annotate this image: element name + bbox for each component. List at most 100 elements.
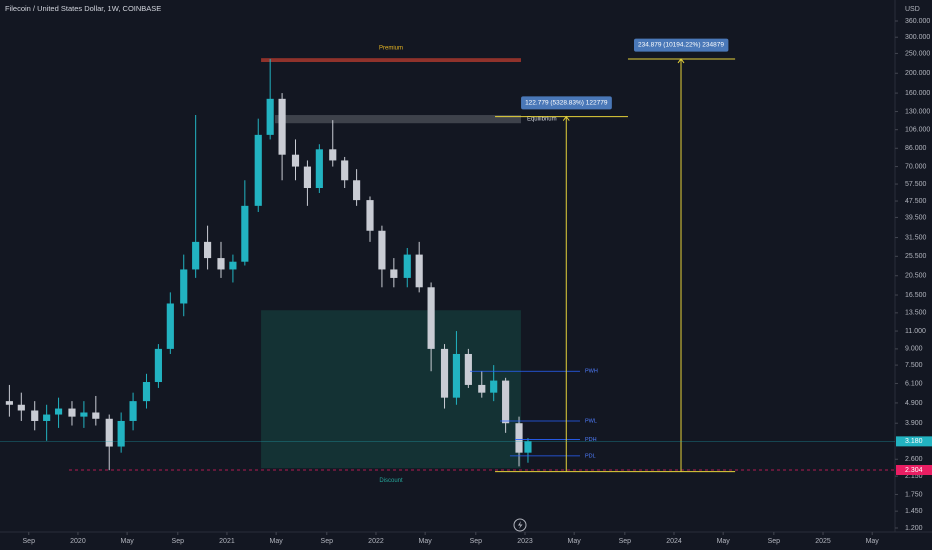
y-tick-label: 57.500 <box>905 181 927 188</box>
candle-body <box>241 205 249 262</box>
candle-body <box>502 380 510 424</box>
zone <box>261 58 521 63</box>
x-tick-label: Sep <box>23 538 36 545</box>
x-tick-label: 2025 <box>815 538 831 545</box>
target-arrow-head <box>677 58 685 64</box>
y-axis-label: USD <box>905 6 920 13</box>
candle-body <box>204 241 212 259</box>
y-tick-label: 106.000 <box>905 127 930 134</box>
candle-body <box>403 254 411 278</box>
candle-body <box>129 401 137 421</box>
candle-body <box>329 149 337 161</box>
candle-body <box>353 180 361 201</box>
y-tick-label: 7.500 <box>905 362 923 369</box>
candle-body <box>5 401 13 405</box>
candle-body <box>80 412 88 417</box>
candle-body <box>254 134 262 206</box>
candle-body <box>154 348 162 383</box>
candle-body <box>54 408 63 415</box>
y-tick-label: 3.900 <box>905 420 923 427</box>
y-tick-label: 16.500 <box>905 292 927 299</box>
y-tick-label: 6.100 <box>905 380 923 387</box>
zone-label: Discount <box>379 478 403 484</box>
candle-body <box>117 420 125 447</box>
level-label: PWL <box>585 418 597 424</box>
zone <box>261 310 521 469</box>
candle-body <box>390 269 398 278</box>
y-tick-label: 360.000 <box>905 18 930 25</box>
target-label-text: 234.879 (10194.22%) 234879 <box>638 42 724 49</box>
go-to-realtime[interactable] <box>513 518 527 532</box>
candle-body <box>31 410 39 421</box>
y-tick-label: 130.000 <box>905 108 930 115</box>
zone-label: Premium <box>379 46 403 52</box>
target-arrow-head <box>562 115 570 121</box>
y-tick-label: 39.500 <box>905 214 927 221</box>
candle-body <box>415 254 423 288</box>
x-tick-label: May <box>866 538 880 545</box>
candle-body <box>427 287 435 349</box>
level-label: PDH <box>585 437 597 443</box>
candle-body <box>105 418 113 447</box>
candle-body <box>341 160 349 181</box>
target-label-text: 122.779 (5328.83%) 122779 <box>525 99 608 106</box>
zone <box>274 115 521 124</box>
y-tick-label: 1.200 <box>905 525 923 532</box>
y-tick-label: 1.750 <box>905 491 923 498</box>
candle-body <box>180 269 188 304</box>
lightning-icon <box>518 521 523 529</box>
candle-body <box>490 380 498 393</box>
marked-price-label: 2.304 <box>905 467 923 474</box>
candle-body <box>278 98 286 155</box>
candle-body <box>43 414 51 421</box>
y-tick-label: 2.600 <box>905 456 923 463</box>
y-tick-label: 9.000 <box>905 346 923 353</box>
candle-body <box>464 353 472 385</box>
candle-body <box>478 384 486 393</box>
candle-body <box>229 261 237 270</box>
candle-body <box>266 98 274 135</box>
x-tick-label: May <box>270 538 284 545</box>
x-tick-label: May <box>717 538 731 545</box>
candle-body <box>303 166 311 189</box>
target-label-bg <box>633 38 729 52</box>
y-tick-label: 160.000 <box>905 90 930 97</box>
x-tick-label: 2020 <box>70 538 86 545</box>
y-tick-label: 250.000 <box>905 50 930 57</box>
chart-title: Filecoin / United States Dollar, 1W, COI… <box>5 4 161 13</box>
y-tick-label: 31.500 <box>905 234 927 241</box>
target-label: 122.779 (5328.83%) 122779 <box>521 96 612 110</box>
target-label-bg <box>521 96 612 110</box>
candle-body <box>524 441 532 453</box>
x-tick-label: Sep <box>619 538 632 545</box>
x-tick-label: 2024 <box>666 538 682 545</box>
candle-body <box>192 241 200 270</box>
x-tick-label: 2021 <box>219 538 235 545</box>
candle-body <box>142 382 151 402</box>
x-tick-label: 2023 <box>517 538 533 545</box>
y-tick-label: 4.900 <box>905 400 923 407</box>
candle-body <box>440 348 449 398</box>
last-price-label: 3.180 <box>905 438 923 445</box>
x-tick-label: Sep <box>172 538 185 545</box>
candle-body <box>291 154 300 167</box>
last-price-tag <box>896 436 932 447</box>
y-tick-label: 13.500 <box>905 310 927 317</box>
candle-body <box>17 404 25 411</box>
y-tick-label: 2.150 <box>905 473 923 480</box>
x-tick-label: May <box>568 538 582 545</box>
candle-body <box>217 258 225 270</box>
candle-body <box>515 423 523 453</box>
x-tick-label: Sep <box>321 538 334 545</box>
x-tick-label: 2022 <box>368 538 384 545</box>
candle-body <box>378 230 386 270</box>
x-tick-label: May <box>120 538 134 545</box>
y-tick-label: 86.000 <box>905 145 927 152</box>
y-tick-label: 1.450 <box>905 508 923 515</box>
level-label: PDL <box>585 453 596 459</box>
candle-body <box>366 200 374 231</box>
level-label: PWH <box>585 369 598 375</box>
zone-label: Equilibrium <box>527 117 557 123</box>
